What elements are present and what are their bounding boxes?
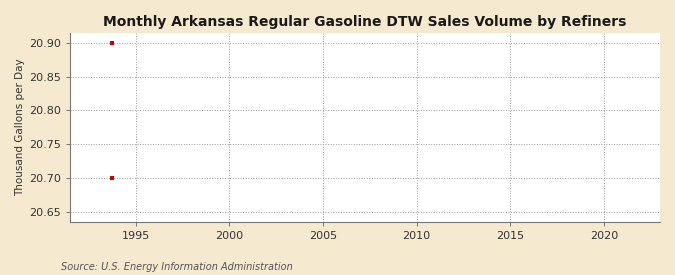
Title: Monthly Arkansas Regular Gasoline DTW Sales Volume by Refiners: Monthly Arkansas Regular Gasoline DTW Sa…: [103, 15, 626, 29]
Y-axis label: Thousand Gallons per Day: Thousand Gallons per Day: [15, 59, 25, 196]
Text: Source: U.S. Energy Information Administration: Source: U.S. Energy Information Administ…: [61, 262, 292, 272]
